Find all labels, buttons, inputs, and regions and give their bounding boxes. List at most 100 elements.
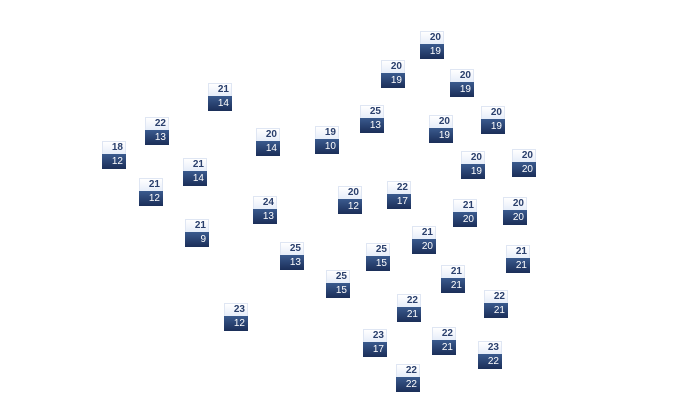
high-temperature: 20 xyxy=(256,128,280,141)
low-temperature: 12 xyxy=(139,191,163,206)
high-temperature: 25 xyxy=(280,242,304,255)
low-temperature: 13 xyxy=(280,255,304,270)
station-label[interactable]: 21 20 xyxy=(412,226,436,254)
high-temperature: 23 xyxy=(363,329,387,342)
station-label[interactable]: 25 13 xyxy=(360,105,384,133)
station-label[interactable]: 22 21 xyxy=(397,294,421,322)
station-label[interactable]: 21 14 xyxy=(208,83,232,111)
station-label[interactable]: 20 19 xyxy=(481,106,505,134)
low-temperature: 13 xyxy=(145,130,169,145)
high-temperature: 22 xyxy=(484,290,508,303)
low-temperature: 20 xyxy=(412,239,436,254)
station-label[interactable]: 23 12 xyxy=(224,303,248,331)
high-temperature: 25 xyxy=(326,270,350,283)
low-temperature: 12 xyxy=(102,154,126,169)
high-temperature: 18 xyxy=(102,141,126,154)
station-label[interactable]: 25 15 xyxy=(326,270,350,298)
low-temperature: 22 xyxy=(478,354,502,369)
high-temperature: 21 xyxy=(185,219,209,232)
station-label[interactable]: 22 21 xyxy=(484,290,508,318)
high-temperature: 22 xyxy=(396,364,420,377)
station-label[interactable]: 20 20 xyxy=(512,149,536,177)
high-temperature: 23 xyxy=(478,341,502,354)
station-label[interactable]: 25 15 xyxy=(366,243,390,271)
station-label[interactable]: 20 12 xyxy=(338,186,362,214)
station-label[interactable]: 20 14 xyxy=(256,128,280,156)
station-label[interactable]: 19 10 xyxy=(315,126,339,154)
station-label[interactable]: 18 12 xyxy=(102,141,126,169)
low-temperature: 19 xyxy=(450,82,474,97)
low-temperature: 22 xyxy=(396,377,420,392)
low-temperature: 21 xyxy=(484,303,508,318)
high-temperature: 20 xyxy=(381,60,405,73)
low-temperature: 12 xyxy=(224,316,248,331)
high-temperature: 20 xyxy=(450,69,474,82)
low-temperature: 20 xyxy=(503,210,527,225)
high-temperature: 25 xyxy=(366,243,390,256)
station-label[interactable]: 21 12 xyxy=(139,178,163,206)
low-temperature: 10 xyxy=(315,139,339,154)
high-temperature: 21 xyxy=(506,245,530,258)
station-label[interactable]: 20 19 xyxy=(381,60,405,88)
station-label[interactable]: 21 14 xyxy=(183,158,207,186)
low-temperature: 20 xyxy=(512,162,536,177)
low-temperature: 13 xyxy=(360,118,384,133)
high-temperature: 21 xyxy=(208,83,232,96)
high-temperature: 21 xyxy=(183,158,207,171)
high-temperature: 20 xyxy=(481,106,505,119)
high-temperature: 20 xyxy=(503,197,527,210)
low-temperature: 14 xyxy=(256,141,280,156)
high-temperature: 23 xyxy=(224,303,248,316)
low-temperature: 19 xyxy=(429,128,453,143)
high-temperature: 20 xyxy=(429,115,453,128)
low-temperature: 17 xyxy=(387,194,411,209)
station-label[interactable]: 24 13 xyxy=(253,196,277,224)
high-temperature: 20 xyxy=(420,31,444,44)
station-label[interactable]: 21 20 xyxy=(453,199,477,227)
station-label[interactable]: 23 22 xyxy=(478,341,502,369)
low-temperature: 14 xyxy=(183,171,207,186)
low-temperature: 19 xyxy=(381,73,405,88)
high-temperature: 19 xyxy=(315,126,339,139)
station-label[interactable]: 22 13 xyxy=(145,117,169,145)
station-label[interactable]: 20 19 xyxy=(450,69,474,97)
high-temperature: 22 xyxy=(145,117,169,130)
high-temperature: 22 xyxy=(432,327,456,340)
station-label[interactable]: 22 22 xyxy=(396,364,420,392)
low-temperature: 9 xyxy=(185,232,209,247)
high-temperature: 25 xyxy=(360,105,384,118)
high-temperature: 20 xyxy=(512,149,536,162)
station-label[interactable]: 25 13 xyxy=(280,242,304,270)
station-label[interactable]: 20 19 xyxy=(429,115,453,143)
low-temperature: 13 xyxy=(253,209,277,224)
low-temperature: 21 xyxy=(441,278,465,293)
low-temperature: 21 xyxy=(506,258,530,273)
station-label[interactable]: 20 19 xyxy=(420,31,444,59)
high-temperature: 22 xyxy=(397,294,421,307)
low-temperature: 19 xyxy=(481,119,505,134)
low-temperature: 21 xyxy=(432,340,456,355)
high-temperature: 21 xyxy=(441,265,465,278)
low-temperature: 17 xyxy=(363,342,387,357)
station-label[interactable]: 23 17 xyxy=(363,329,387,357)
station-label[interactable]: 22 17 xyxy=(387,181,411,209)
low-temperature: 15 xyxy=(366,256,390,271)
high-temperature: 21 xyxy=(412,226,436,239)
low-temperature: 19 xyxy=(420,44,444,59)
high-temperature: 21 xyxy=(453,199,477,212)
station-label[interactable]: 21 21 xyxy=(441,265,465,293)
low-temperature: 15 xyxy=(326,283,350,298)
station-label[interactable]: 21 21 xyxy=(506,245,530,273)
station-label[interactable]: 21 9 xyxy=(185,219,209,247)
low-temperature: 12 xyxy=(338,199,362,214)
low-temperature: 14 xyxy=(208,96,232,111)
high-temperature: 22 xyxy=(387,181,411,194)
station-label[interactable]: 22 21 xyxy=(432,327,456,355)
high-temperature: 20 xyxy=(338,186,362,199)
station-label[interactable]: 20 20 xyxy=(503,197,527,225)
low-temperature: 21 xyxy=(397,307,421,322)
station-label[interactable]: 20 19 xyxy=(461,151,485,179)
high-temperature: 24 xyxy=(253,196,277,209)
high-temperature: 20 xyxy=(461,151,485,164)
